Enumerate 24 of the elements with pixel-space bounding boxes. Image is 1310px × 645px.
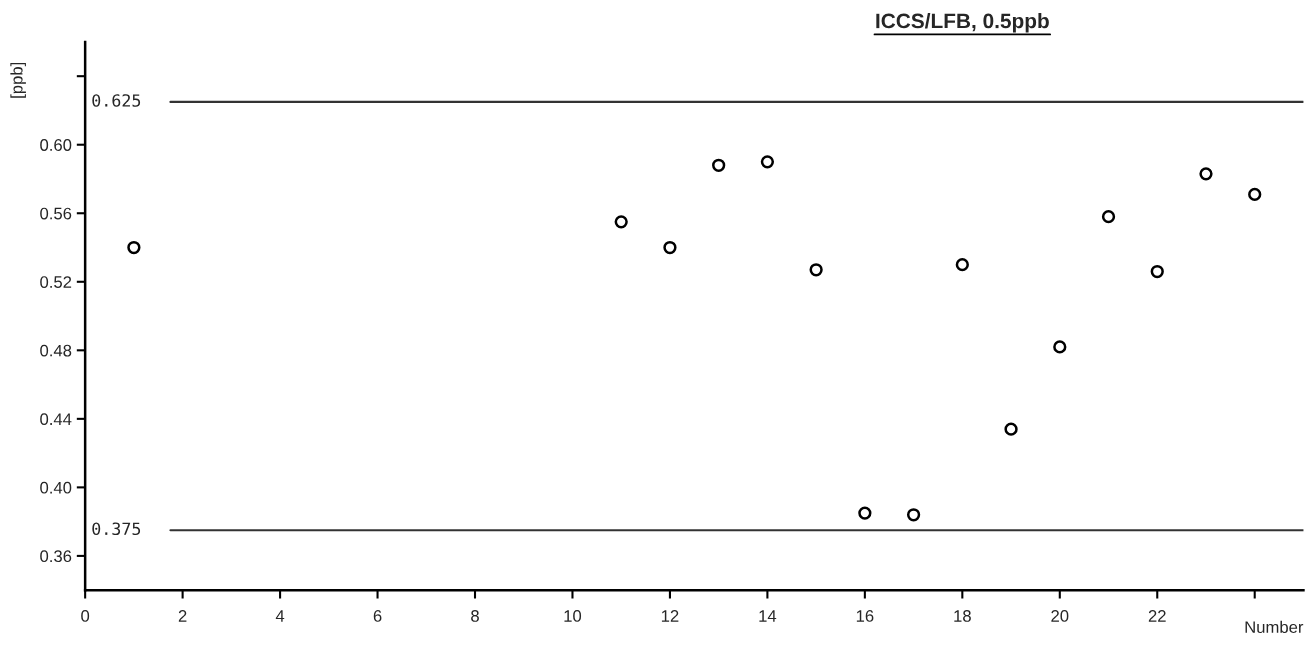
x-tick-label: 6 [373,610,382,622]
x-tick-label: 18 [954,610,971,622]
ref-line-label: 0.625 [92,94,141,107]
x-tick-label: 14 [759,610,777,622]
x-tick-label: 2 [178,610,187,622]
y-tick-label: 0.36 [40,550,72,563]
x-tick-label: 0 [81,610,90,622]
y-tick-label: 0.48 [40,344,72,357]
y-tick-label: 0.44 [40,413,72,426]
x-tick-label: 20 [1051,610,1069,622]
x-tick-label: 8 [471,610,479,622]
x-tick-label: 16 [856,610,874,622]
y-axis-title: [ppb] [10,62,26,98]
x-tick-label: 22 [1148,610,1166,622]
x-tick-label: 4 [275,610,285,622]
y-tick-label: 0.40 [40,481,72,494]
y-tick-label: 0.52 [40,276,72,288]
y-tick-label: 0.56 [40,207,72,220]
y-tick-label: 0.60 [40,139,72,151]
x-tick-label: 10 [564,610,582,622]
ref-line-label: 0.375 [92,522,141,536]
x-axis-title: Number [1245,620,1304,634]
x-tick-label: 12 [661,610,679,622]
chart-title: ICCS/LFB, 0.5ppb [876,13,1049,33]
